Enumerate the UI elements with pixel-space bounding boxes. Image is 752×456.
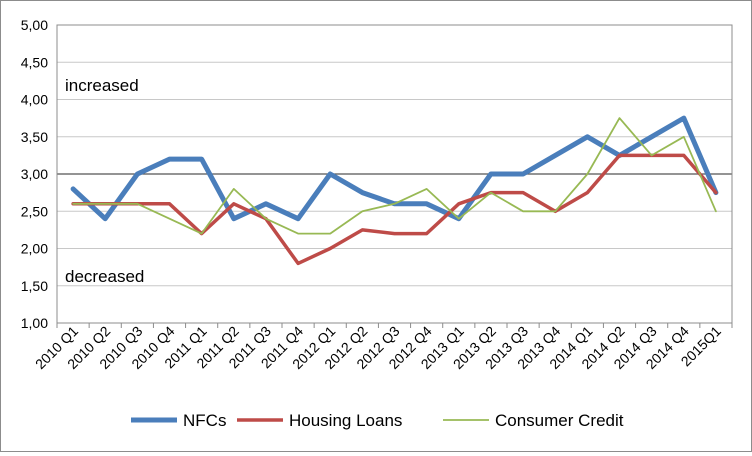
- gridlines: [56, 24, 733, 328]
- plot-area: [56, 24, 733, 324]
- annotation-increased: increased: [65, 76, 139, 95]
- series-line-housing-loans: [71, 153, 718, 266]
- y-tick-label: 5,00: [21, 17, 48, 33]
- y-tick-label: 2,00: [21, 241, 48, 257]
- y-tick-label: 3,00: [21, 166, 48, 182]
- y-tick-label: 1,00: [21, 315, 48, 331]
- y-tick-label: 3,50: [21, 129, 48, 145]
- series-line-consumer-credit: [72, 117, 717, 235]
- legend: NFCs Housing Loans Consumer Credit: [131, 411, 624, 430]
- legend-label: Housing Loans: [289, 411, 402, 430]
- legend-label: NFCs: [183, 411, 226, 430]
- series-lines: [70, 115, 719, 266]
- y-axis-tick-labels: 1,00 1,50 2,00 2,50 3,00 3,50 4,00 4,50 5,00: [21, 17, 48, 331]
- legend-label: Consumer Credit: [495, 411, 624, 430]
- y-tick-label: 2,50: [21, 203, 48, 219]
- y-tick-label: 4,00: [21, 92, 48, 108]
- annotation-decreased: decreased: [65, 267, 144, 286]
- y-tick-label: 4,50: [21, 54, 48, 70]
- y-tick-label: 1,50: [21, 278, 48, 294]
